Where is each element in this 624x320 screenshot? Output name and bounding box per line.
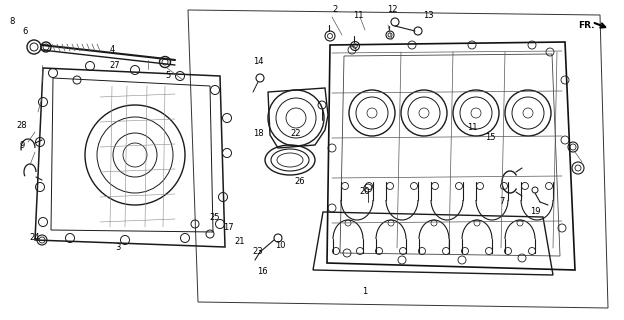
Text: 23: 23 xyxy=(253,247,263,257)
Text: 28: 28 xyxy=(17,121,27,130)
Text: 12: 12 xyxy=(387,4,397,13)
Text: 11: 11 xyxy=(353,12,363,20)
Text: 5: 5 xyxy=(165,71,170,81)
Text: 1: 1 xyxy=(363,287,368,297)
Text: 25: 25 xyxy=(210,212,220,221)
Text: 13: 13 xyxy=(422,11,433,20)
Text: 3: 3 xyxy=(115,244,120,252)
Text: 16: 16 xyxy=(256,268,267,276)
Text: 24: 24 xyxy=(30,233,41,242)
Text: 19: 19 xyxy=(530,207,540,217)
Text: 20: 20 xyxy=(360,188,370,196)
Text: 6: 6 xyxy=(22,27,27,36)
Text: 7: 7 xyxy=(499,197,505,206)
Text: 9: 9 xyxy=(19,140,24,149)
Text: 2: 2 xyxy=(333,5,338,14)
Text: 8: 8 xyxy=(9,18,15,27)
Text: 21: 21 xyxy=(235,237,245,246)
Text: 11: 11 xyxy=(467,123,477,132)
Text: 17: 17 xyxy=(223,223,233,233)
Text: 15: 15 xyxy=(485,132,495,141)
Text: 27: 27 xyxy=(110,60,120,69)
Text: 4: 4 xyxy=(109,45,115,54)
Text: 18: 18 xyxy=(253,129,263,138)
Text: 22: 22 xyxy=(291,129,301,138)
Text: 14: 14 xyxy=(253,58,263,67)
Text: 26: 26 xyxy=(295,178,305,187)
Text: 10: 10 xyxy=(275,241,285,250)
Text: FR.: FR. xyxy=(578,20,595,29)
